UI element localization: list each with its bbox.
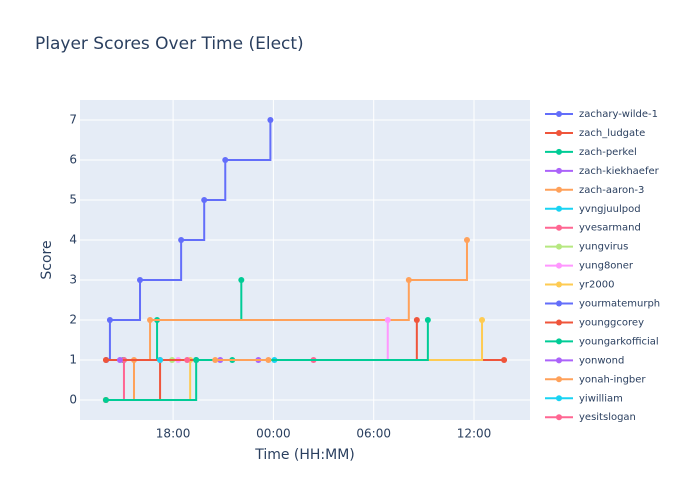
legend-marker (556, 111, 562, 117)
point (116, 357, 123, 363)
legend-marker (556, 129, 562, 136)
legend: zachary-wilde-1 zach_ludgate zach-perkel za… (545, 109, 660, 423)
legend-label: yourmatemurph (579, 299, 660, 310)
legend-label: zach-perkel (579, 147, 637, 158)
x-tick-label: 12:00 (457, 427, 492, 441)
point (102, 397, 109, 403)
legend-marker (556, 338, 562, 345)
legend-label: yonah-ingber (579, 374, 646, 385)
point (405, 277, 412, 283)
legend-label: yvesarmand (579, 223, 641, 234)
legend-label: yung8oner (579, 261, 634, 272)
legend-marker (556, 205, 562, 212)
legend-marker (556, 395, 562, 402)
point (147, 317, 154, 323)
point (184, 357, 191, 363)
point (238, 277, 245, 283)
legend-label: yvngjuulpod (579, 204, 641, 215)
legend-label: zach_ludgate (579, 128, 645, 139)
y-tick-label: 7 (69, 113, 77, 127)
legend-label: yr2000 (579, 280, 614, 291)
legend-marker (556, 319, 562, 326)
point (265, 357, 272, 363)
legend-label: yesitslogan (579, 412, 636, 423)
x-tick-label: 00:00 (256, 427, 291, 441)
point (193, 357, 200, 363)
x-tick-label: 06:00 (356, 427, 391, 441)
x-axis-label: Time (HH:MM) (254, 447, 355, 463)
point (106, 317, 113, 323)
point (413, 317, 420, 323)
legend-marker (556, 186, 562, 193)
legend-marker (556, 224, 562, 231)
legend-marker (556, 262, 562, 269)
y-tick-label: 4 (69, 233, 77, 247)
legend-label: yiwilliam (579, 393, 623, 404)
legend-marker (556, 357, 562, 364)
point (102, 357, 109, 363)
y-tick-label: 6 (69, 153, 77, 167)
legend-marker (556, 281, 562, 288)
x-tick-label: 18:00 (156, 427, 191, 441)
point (424, 317, 431, 323)
point (463, 237, 470, 243)
point (201, 197, 208, 203)
point (267, 117, 274, 123)
legend-marker (556, 376, 562, 383)
point (479, 317, 486, 323)
plot-area (80, 100, 530, 420)
legend-label: yonwond (579, 355, 624, 366)
chart-title: Player Scores Over Time (Elect) (35, 34, 304, 54)
legend-marker (556, 414, 562, 421)
y-tick-label: 1 (69, 353, 77, 367)
y-tick-label: 0 (69, 393, 77, 407)
legend-marker (556, 243, 562, 250)
plot (102, 117, 508, 403)
point (137, 277, 144, 283)
y-tick-label: 5 (69, 193, 77, 207)
y-axis-label: Score (39, 240, 55, 279)
y-tick-label: 2 (69, 313, 77, 327)
y-tick-label: 3 (69, 273, 77, 287)
point (501, 357, 508, 363)
legend-label: younggcorey (579, 317, 644, 328)
point (178, 237, 185, 243)
point (384, 317, 391, 323)
point (212, 357, 219, 363)
legend-marker (556, 300, 562, 307)
legend-marker (556, 148, 562, 155)
legend-label: zach-kiekhaefer (579, 166, 660, 177)
legend-marker (556, 167, 562, 174)
point (222, 157, 229, 163)
legend-label: yungvirus (579, 242, 628, 253)
legend-label: zach-aaron-3 (579, 185, 644, 196)
legend-label: zachary-wilde-1 (579, 109, 658, 120)
legend-label: youngarkofficial (579, 336, 659, 347)
point (157, 357, 164, 363)
